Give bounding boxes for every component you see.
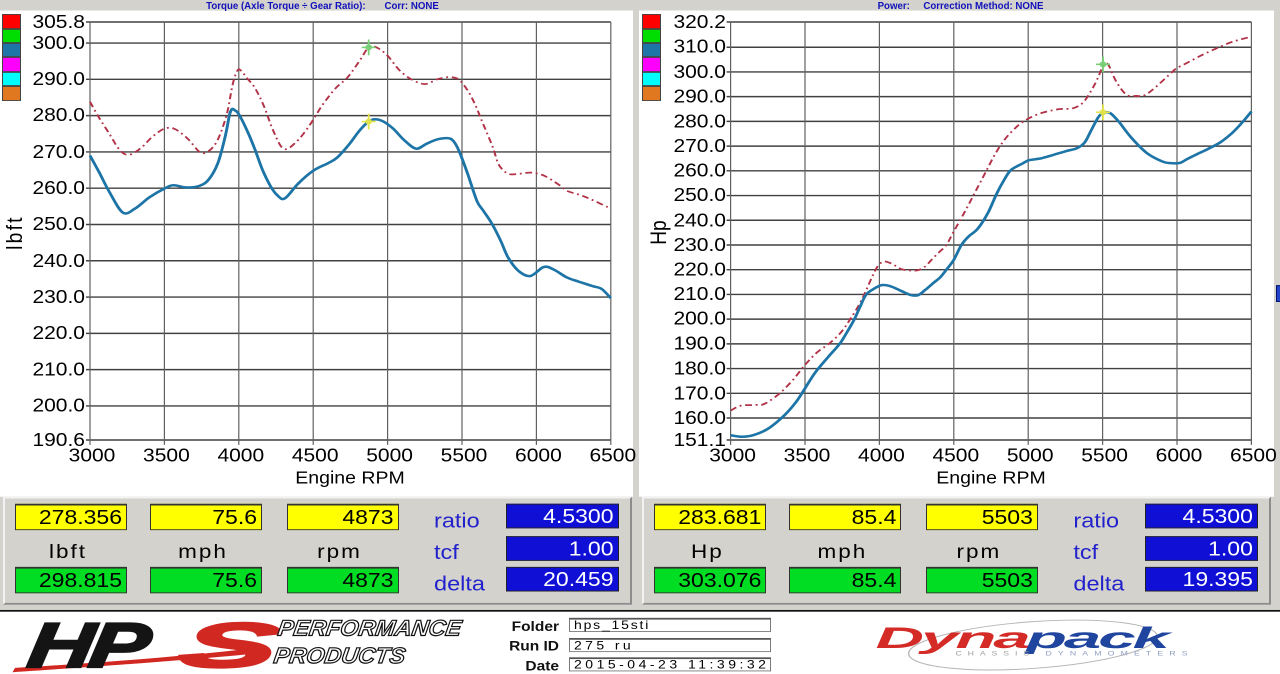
svg-text:DYNAMOMETERS: DYNAMOMETERS xyxy=(1045,650,1193,657)
svg-text:HP: HP xyxy=(24,613,157,674)
svg-text:CHASSIS: CHASSIS xyxy=(955,650,1034,657)
svg-text:Dynapack: Dynapack xyxy=(875,622,1173,655)
svg-text:S: S xyxy=(173,613,287,674)
